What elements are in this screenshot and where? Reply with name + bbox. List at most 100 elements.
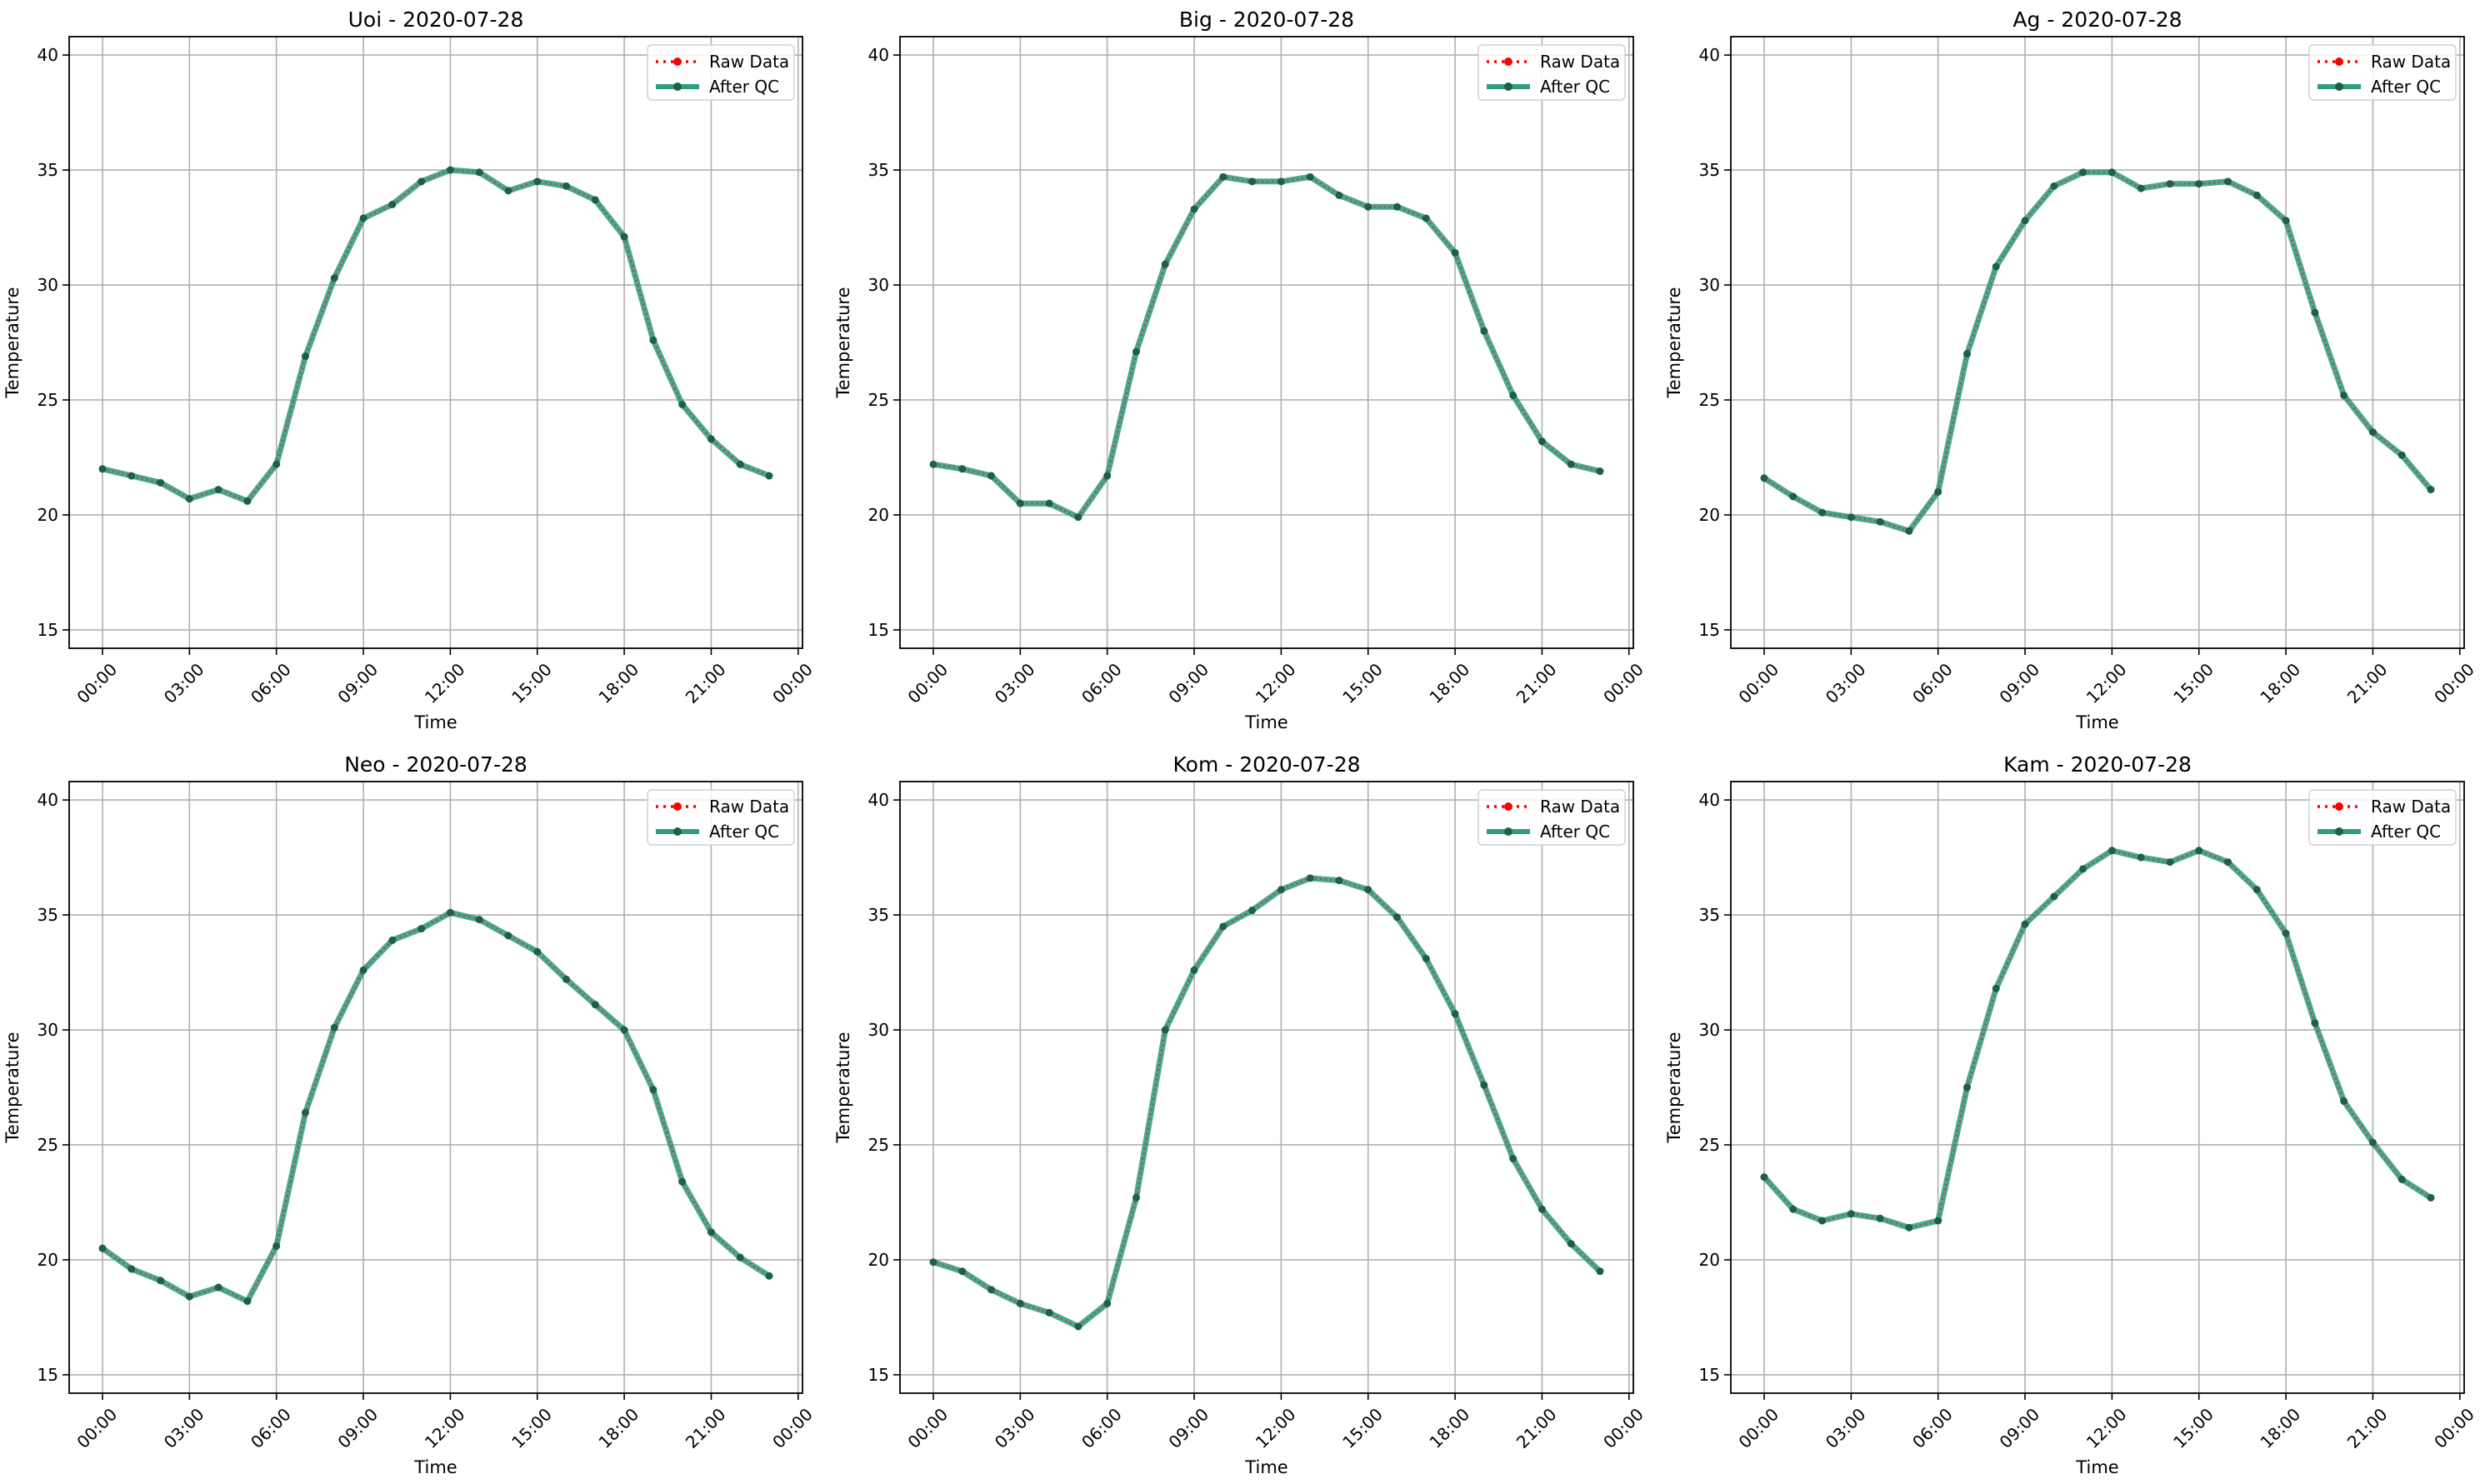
after-qc-point xyxy=(1306,874,1314,882)
after-qc-point xyxy=(388,936,397,944)
axes-frame xyxy=(68,36,803,649)
x-tick-label: 12:00 xyxy=(421,1404,469,1452)
after-qc-point xyxy=(988,472,996,480)
after-qc-point xyxy=(1277,886,1285,894)
y-tick-label: 30 xyxy=(38,275,58,295)
x-tick-label: 21:00 xyxy=(1512,1404,1561,1452)
y-axis-label: Temperature xyxy=(2,1032,22,1143)
after-qc-point xyxy=(1451,1010,1459,1018)
after-qc-point xyxy=(1045,1308,1053,1317)
x-tick-label: 18:00 xyxy=(595,659,643,707)
y-tick-label: 35 xyxy=(1699,160,1720,180)
after-qc-point xyxy=(2224,858,2232,867)
after-qc-point xyxy=(736,1253,744,1262)
after-qc-point xyxy=(1760,1173,1768,1182)
y-tick-label: 25 xyxy=(38,1135,58,1155)
after-qc-point xyxy=(2079,865,2088,873)
series-line-raw-data xyxy=(102,168,770,502)
after-qc-point xyxy=(98,1244,107,1252)
after-qc-point xyxy=(1074,513,1082,522)
after-qc-point xyxy=(1847,513,1855,522)
after-qc-point xyxy=(2398,1175,2406,1183)
x-tick-label: 00:00 xyxy=(903,1404,952,1452)
after-qc-point xyxy=(446,908,454,917)
y-tick-label: 15 xyxy=(38,1365,58,1385)
y-tick-label: 20 xyxy=(868,505,889,525)
after-qc-point xyxy=(1876,517,1884,526)
legend-marker-qc xyxy=(1504,82,1512,91)
y-tick-label: 20 xyxy=(1699,1250,1720,1270)
x-tick-label: 06:00 xyxy=(1078,659,1126,707)
after-qc-point xyxy=(1509,391,1518,399)
after-qc-point xyxy=(1219,922,1228,931)
after-qc-point xyxy=(359,214,368,222)
after-qc-point xyxy=(533,947,542,956)
after-qc-point xyxy=(1335,191,1343,199)
series-line-after-qc xyxy=(1761,169,2434,534)
after-qc-point xyxy=(475,168,483,177)
y-tick-label: 35 xyxy=(38,160,58,180)
x-tick-label: 03:00 xyxy=(1822,659,1870,707)
after-qc-point xyxy=(678,1177,687,1186)
y-axis-label: Temperature xyxy=(833,1032,853,1143)
x-tick-label: 00:00 xyxy=(72,1404,121,1452)
after-qc-point xyxy=(1876,1214,1884,1222)
legend-label-qc: After QC xyxy=(2371,77,2441,97)
after-qc-point xyxy=(1509,1155,1518,1163)
legend-marker-raw xyxy=(1504,57,1512,66)
y-tick-label: 30 xyxy=(1699,1020,1720,1040)
after-qc-point xyxy=(1016,499,1024,507)
x-tick-label: 18:00 xyxy=(2257,1404,2305,1452)
after-qc-point xyxy=(2252,886,2261,894)
after-qc-point xyxy=(1190,205,1198,213)
x-tick-label: 06:00 xyxy=(1078,1404,1126,1452)
after-qc-point xyxy=(446,166,454,174)
legend: Raw Data After QC xyxy=(2308,44,2457,101)
y-tick-label: 40 xyxy=(1699,45,1720,65)
series-line-after-qc xyxy=(99,167,772,504)
x-tick-label: 00:00 xyxy=(903,659,952,707)
after-qc-point xyxy=(2311,1019,2319,1027)
after-qc-point xyxy=(272,460,281,468)
after-qc-point xyxy=(2398,451,2406,459)
after-qc-point xyxy=(533,177,542,186)
subplot-2: 15 20 25 30 35 40 00:00 03:00 06:00 09:00 12:00 15:… xyxy=(833,7,1648,732)
after-qc-point xyxy=(272,1242,281,1250)
y-tick-label: 15 xyxy=(38,620,58,640)
x-tick-label: 21:00 xyxy=(682,1404,730,1452)
after-qc-point xyxy=(330,1023,338,1032)
x-tick-label: 21:00 xyxy=(1512,659,1561,707)
legend: Raw Data After QC xyxy=(1478,789,1626,846)
after-qc-point xyxy=(620,1026,628,1034)
after-qc-point xyxy=(2021,920,2029,928)
x-tick-label: 12:00 xyxy=(1252,659,1300,707)
after-qc-point xyxy=(214,1283,222,1292)
after-qc-point xyxy=(1596,467,1604,476)
legend-marker-qc xyxy=(2335,82,2343,91)
after-qc-point xyxy=(1248,177,1257,186)
y-tick-label: 40 xyxy=(868,45,889,65)
after-qc-point xyxy=(2368,428,2377,437)
series-line-raw-data xyxy=(932,877,1601,1328)
after-qc-point xyxy=(1393,202,1402,211)
after-qc-point xyxy=(1306,172,1314,181)
after-qc-point xyxy=(1277,177,1285,186)
x-tick-label: 18:00 xyxy=(1426,659,1474,707)
x-tick-label: 21:00 xyxy=(2343,659,2392,707)
after-qc-point xyxy=(765,472,773,480)
after-qc-point xyxy=(591,196,599,204)
after-qc-point xyxy=(1451,248,1459,257)
after-qc-point xyxy=(1422,954,1430,962)
subplot-1: 15 20 25 30 35 40 00:00 03:00 06:00 09:00 12:00 15:… xyxy=(2,7,817,732)
x-tick-label: 15:00 xyxy=(2169,1404,2218,1452)
after-qc-point xyxy=(2427,1193,2435,1202)
subplot-title: Big - 2020-07-28 xyxy=(1179,7,1354,32)
series-line-after-qc xyxy=(1761,847,2434,1231)
after-qc-point xyxy=(1132,347,1140,356)
x-tick-label: 00:00 xyxy=(1734,1404,1782,1452)
y-tick-label: 35 xyxy=(38,905,58,925)
y-tick-label: 15 xyxy=(868,620,889,640)
after-qc-point xyxy=(1480,327,1488,335)
after-qc-point xyxy=(707,1228,715,1237)
after-qc-point xyxy=(1905,527,1913,535)
